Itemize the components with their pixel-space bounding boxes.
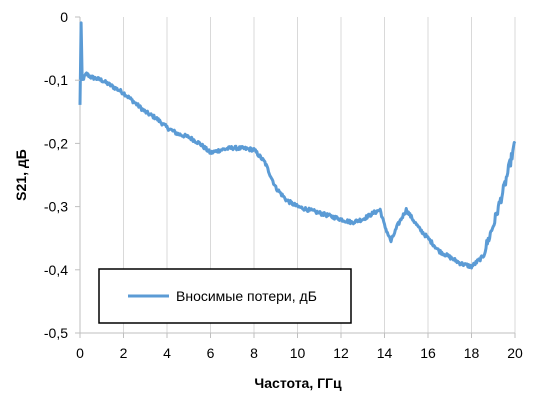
x-tick-label: 14 xyxy=(377,345,393,361)
y-tick-label: 0 xyxy=(60,9,68,25)
y-tick-label: -0,5 xyxy=(44,325,68,341)
ticks-layer: 0 -0,1 -0,2 -0,3 -0,4 -0,5 0 2 4 6 8 10 12 14 16 18 20 xyxy=(44,9,523,361)
x-tick-label: 8 xyxy=(250,345,258,361)
series-line-insertion-loss xyxy=(78,21,517,270)
legend-label: Вносимые потери, дБ xyxy=(176,288,317,304)
series-layer xyxy=(78,21,517,270)
x-tick-label: 10 xyxy=(290,345,306,361)
x-tick-label: 4 xyxy=(163,345,171,361)
x-tick-label: 16 xyxy=(420,345,436,361)
y-tick-label: -0,4 xyxy=(44,262,68,278)
x-tick-label: 20 xyxy=(507,345,523,361)
x-tick-label: 0 xyxy=(76,345,84,361)
legend: Вносимые потери, дБ xyxy=(98,268,352,324)
x-tick-label: 6 xyxy=(207,345,215,361)
y-tick-label: -0,1 xyxy=(44,72,68,88)
y-tick-label: -0,2 xyxy=(44,135,68,151)
x-tick-label: 18 xyxy=(464,345,480,361)
y-axis-title: S21, дБ xyxy=(13,149,29,201)
grid-layer xyxy=(123,17,516,333)
x-tick-label: 2 xyxy=(120,345,128,361)
y-tick-label: -0,3 xyxy=(44,199,68,215)
x-axis-title: Частота, ГГц xyxy=(254,375,342,391)
x-tick-label: 12 xyxy=(333,345,349,361)
